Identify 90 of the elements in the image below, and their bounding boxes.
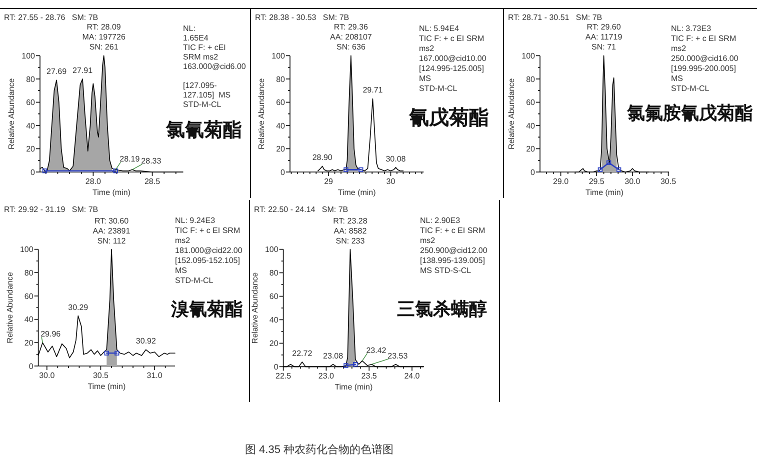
- y-tick-label: 80: [269, 268, 279, 278]
- x-axis-title: Time (min): [88, 382, 126, 391]
- annotation: RT: 29.36 AA: 208107 SN: 636: [330, 22, 372, 52]
- annotation: 22.72: [292, 349, 313, 358]
- x-tick-label: 30.5: [660, 177, 677, 186]
- x-axis-title: Time (min): [92, 188, 131, 197]
- annotation: NL: 9.24E3 TIC F: + c EI SRM ms2 181.000@cid22.00 [152.095-152.105] MS STD-M-CL: [175, 216, 243, 285]
- y-tick-label: 40: [26, 121, 36, 130]
- y-tick-label: 60: [24, 292, 34, 301]
- annotation: 27.69: [46, 67, 68, 76]
- y-tick-label: 100: [22, 52, 36, 60]
- annotation: 氯氟胺氰戊菊酯: [626, 103, 753, 123]
- y-tick-label: 100: [272, 52, 286, 60]
- y-tick-label: 80: [276, 74, 286, 84]
- y-tick-label: 20: [24, 338, 34, 348]
- y-tick-label: 20: [26, 144, 36, 154]
- y-tick-label: 40: [269, 316, 279, 325]
- x-tick-label: 23.5: [361, 372, 378, 381]
- x-tick-label: 28.0: [85, 177, 102, 186]
- text: RT: 28.38 - 30.53 SM: 7B: [255, 13, 350, 22]
- y-axis-title: Relative Abundance: [5, 272, 14, 344]
- y-tick-label: 0: [274, 362, 279, 372]
- text: RT: 27.55 - 28.76 SM: 7B: [4, 13, 98, 22]
- text: RT: 29.92 - 31.19 SM: 7B: [4, 205, 98, 214]
- y-tick-label: 100: [522, 52, 536, 60]
- text: NL: 1.65E4 TIC F: + cEI SRM ms2 163.000@cid6.00 [127.095- 127.105] MS STD-M-CL: [183, 24, 246, 109]
- annotation: 28.33: [141, 156, 162, 166]
- annotation: 溴氰菊酯: [170, 299, 243, 319]
- y-tick-label: 100: [20, 245, 34, 254]
- y-axis-title: Relative Abundance: [7, 78, 16, 150]
- annotation: 30.29: [68, 302, 89, 312]
- annotation: RT: 29.60 AA: 11719 SN: 71: [585, 22, 623, 52]
- annotation: 29.96: [40, 330, 62, 339]
- annotation: 氯氰菊酯: [165, 119, 242, 141]
- x-tick-label: 22.5: [276, 372, 292, 381]
- y-tick-label: 0: [28, 362, 34, 371]
- x-tick-label: 28.5: [144, 177, 161, 186]
- y-tick-label: 60: [526, 98, 536, 108]
- x-tick-label: 31.0: [146, 371, 163, 380]
- annotation: RT: 28.09 MA: 197726 SN: 261: [82, 22, 126, 52]
- annotation: 氰戊菊酯: [408, 107, 489, 129]
- annotation: NL: 2.90E3 TIC F: + c EI SRM ms2 250.900@cid12.00 [138.995-139.005] MS STD-S-CL: [420, 216, 488, 275]
- y-tick-label: 100: [264, 245, 279, 254]
- annotation: 23.42: [366, 346, 387, 355]
- y-axis-title: Relative Abundance: [507, 78, 516, 150]
- x-tick-label: 30: [386, 177, 396, 186]
- text: RT: 22.50 - 24.14 SM: 7B: [254, 205, 348, 214]
- y-tick-label: 20: [269, 339, 279, 348]
- y-tick-label: 0: [530, 168, 536, 177]
- caption: 图 4.35 种农药化合物的色谱图: [245, 443, 394, 456]
- annotation: 三氯杀螨醇: [397, 299, 487, 319]
- annotation: 29.71: [362, 86, 384, 95]
- x-tick-label: 30.0: [39, 371, 56, 380]
- x-axis-title: Time (min): [586, 188, 624, 197]
- x-tick-label: 30.5: [92, 371, 110, 380]
- y-tick-label: 20: [526, 144, 536, 154]
- y-axis-title: Relative Abundance: [250, 272, 260, 344]
- x-tick-label: 29: [324, 177, 334, 186]
- y-tick-label: 80: [26, 74, 36, 84]
- annotation: RT: 30.60 AA: 23891 SN: 112: [92, 216, 131, 246]
- text: NL: 3.73E3 TIC F: + c EI SRM ms2 250.000@cid16.00 [199.995-200.005] MS STD-M-CL: [671, 24, 739, 93]
- x-axis-title: Time (min): [338, 188, 376, 197]
- annotation: 27.91: [72, 66, 94, 75]
- annotation: 23.08: [323, 351, 344, 360]
- x-tick-label: 30.0: [624, 177, 641, 186]
- y-tick-label: 40: [526, 121, 536, 130]
- annotation: NL: 5.94E4 TIC F: + c EI SRM ms2 167.000@cid10.00 [124.995-125.005] MS STD-M-CL: [419, 24, 487, 93]
- x-axis-title: Time (min): [334, 382, 373, 392]
- annotation: 28.19: [120, 154, 140, 164]
- y-tick-label: 0: [30, 168, 36, 177]
- x-tick-label: 24.0: [404, 372, 420, 381]
- y-tick-label: 60: [269, 292, 279, 302]
- y-tick-label: 20: [276, 144, 286, 154]
- x-tick-label: 23.0: [318, 372, 335, 381]
- annotation: 30.08: [386, 154, 406, 164]
- y-tick-label: 40: [24, 315, 34, 324]
- x-tick-label: 29.0: [552, 177, 570, 186]
- y-tick-label: 0: [280, 168, 286, 177]
- y-tick-label: 80: [24, 268, 34, 278]
- annotation: 28.90: [312, 153, 333, 162]
- annotation: 23.53: [388, 351, 408, 360]
- x-tick-label: 29.5: [588, 177, 605, 186]
- annotation: 30.92: [136, 336, 156, 346]
- y-tick-label: 60: [276, 98, 286, 108]
- y-tick-label: 80: [526, 74, 536, 84]
- y-tick-label: 60: [26, 98, 36, 108]
- y-axis-title: Relative Abundance: [257, 78, 266, 150]
- text: RT: 28.71 - 30.51 SM: 7B: [508, 13, 602, 22]
- annotation: RT: 23.28 AA: 8582 SN: 233: [333, 216, 368, 246]
- y-tick-label: 40: [276, 121, 286, 130]
